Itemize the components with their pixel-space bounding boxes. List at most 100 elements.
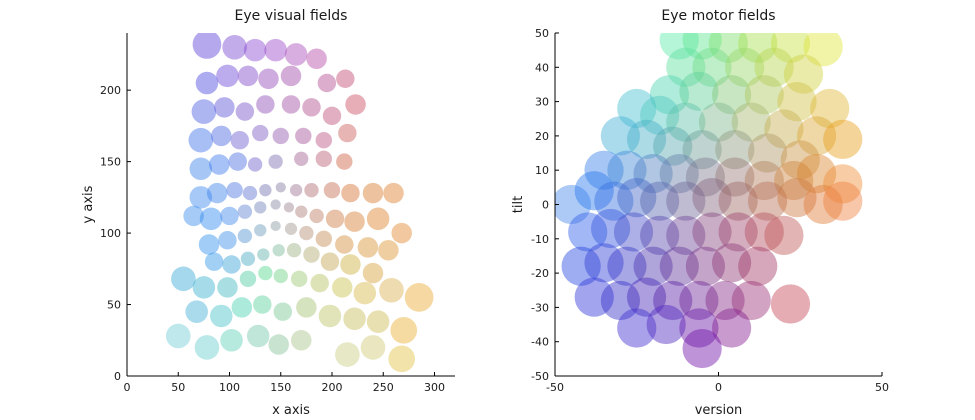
visual-fields-point (214, 97, 235, 118)
motor-fields-point (682, 33, 722, 60)
visual-fields-point (366, 310, 390, 333)
visual-fields-point (189, 157, 213, 181)
visual-fields-y-tick-label: 150 (100, 156, 121, 169)
motor-fields-point (617, 88, 657, 129)
visual-fields-point (268, 154, 283, 169)
visual-fields-point (171, 266, 196, 292)
visual-fields-point (259, 184, 272, 197)
visual-fields-point (295, 205, 308, 218)
visual-fields-x-tick-label: 50 (171, 381, 185, 394)
visual-fields-point (283, 202, 295, 213)
motor-fields-point (744, 212, 784, 252)
visual-fields-point (379, 277, 404, 303)
motor-fields-point (600, 116, 641, 156)
motor-fields-point (600, 280, 641, 321)
motor-fields-point (649, 75, 690, 115)
visual-fields-point (335, 342, 360, 367)
visual-fields-point (335, 235, 354, 254)
visual-fields-point (264, 38, 287, 62)
visual-fields-point (310, 273, 329, 293)
visual-fields-x-tick-label: 150 (270, 381, 291, 394)
motor-fields-y-tick-label: 20 (535, 130, 549, 143)
visual-fields-point (343, 307, 366, 331)
visual-fields-x-tick-label: 250 (373, 381, 394, 394)
visual-fields-point (272, 127, 289, 145)
visual-fields-x-tick-label: 200 (322, 381, 343, 394)
visual-fields-panel: Eye visual fields 0 50 100 150 200 250 300 0 50… (81, 8, 455, 418)
visual-fields-point (325, 209, 345, 229)
motor-fields-point (640, 215, 680, 255)
visual-fields-point (383, 182, 404, 204)
motor-fields-point (626, 277, 667, 317)
motor-fields-point (698, 102, 739, 142)
motor-fields-y-tick-label: 30 (535, 96, 549, 109)
motor-fields-y-tick-label: 10 (535, 164, 549, 177)
visual-fields-point (362, 182, 384, 204)
motor-fields-point (561, 246, 601, 286)
visual-fields-point (270, 199, 281, 210)
visual-fields-point (315, 131, 332, 149)
visual-fields-point (304, 183, 319, 198)
visual-fields-x-label: x axis (272, 403, 310, 418)
motor-fields-points (555, 33, 863, 369)
visual-fields-point (299, 225, 314, 241)
visual-fields-point (272, 244, 285, 257)
motor-fields-point (810, 88, 850, 129)
visual-fields-point (230, 130, 249, 150)
visual-fields-point (192, 33, 222, 59)
visual-fields-point (273, 302, 293, 321)
motor-fields-point (555, 184, 591, 225)
visual-fields-point (318, 304, 342, 328)
motor-fields-y-label: tilt (511, 196, 526, 213)
motor-fields-point (783, 54, 824, 94)
motor-fields-point (738, 246, 778, 286)
motor-fields-point (574, 277, 614, 317)
visual-fields-point (257, 248, 270, 261)
visual-fields-point (362, 262, 384, 284)
motor-fields-point (617, 178, 657, 218)
visual-fields-point (237, 204, 253, 219)
motor-fields-point (584, 243, 624, 283)
visual-fields-point (185, 300, 208, 323)
motor-fields-point (715, 130, 755, 170)
visual-fields-point (303, 246, 320, 263)
visual-fields-point (332, 277, 353, 298)
motor-fields-point (803, 33, 843, 67)
visual-fields-point (183, 205, 204, 227)
visual-fields-point (366, 207, 390, 231)
motor-fields-x-tick-label: 0 (715, 381, 722, 394)
motor-fields-point (659, 246, 699, 286)
motor-fields-point (568, 212, 608, 252)
visual-fields-point (237, 228, 253, 244)
motor-fields-point (731, 102, 771, 142)
motor-fields-point (679, 308, 719, 348)
visual-fields-y-label: y axis (81, 185, 96, 223)
motor-fields-y-tick-label: 40 (535, 61, 549, 74)
visual-fields-point (270, 220, 281, 232)
visual-fields-point (336, 153, 353, 170)
visual-fields-point (211, 125, 232, 147)
motor-fields-y-tick-label: 50 (535, 27, 549, 40)
visual-fields-y-tick-label: 50 (107, 299, 121, 312)
visual-fields-point (228, 152, 247, 171)
motor-fields-point (823, 119, 863, 159)
visual-fields-point (275, 182, 286, 193)
motor-fields-point (607, 246, 647, 286)
visual-fields-point (302, 98, 321, 117)
visual-fields-point (357, 237, 379, 258)
visual-fields-y-tick-label: 0 (114, 370, 121, 383)
motor-fields-point (653, 126, 693, 166)
motor-fields-point (770, 284, 811, 324)
motor-fields-y-tick-label: -10 (531, 233, 549, 246)
visual-fields-point (252, 124, 269, 142)
motor-fields-point (692, 212, 732, 252)
motor-fields-point (692, 178, 732, 218)
motor-fields-point (774, 160, 814, 201)
motor-fields-point (777, 81, 817, 122)
motor-fields-point (711, 243, 752, 283)
visual-fields-point (338, 123, 357, 143)
motor-fields-point (640, 95, 680, 135)
visual-fields-point (295, 127, 312, 145)
visual-fields-point (284, 222, 298, 235)
visual-fields-point (220, 328, 243, 352)
